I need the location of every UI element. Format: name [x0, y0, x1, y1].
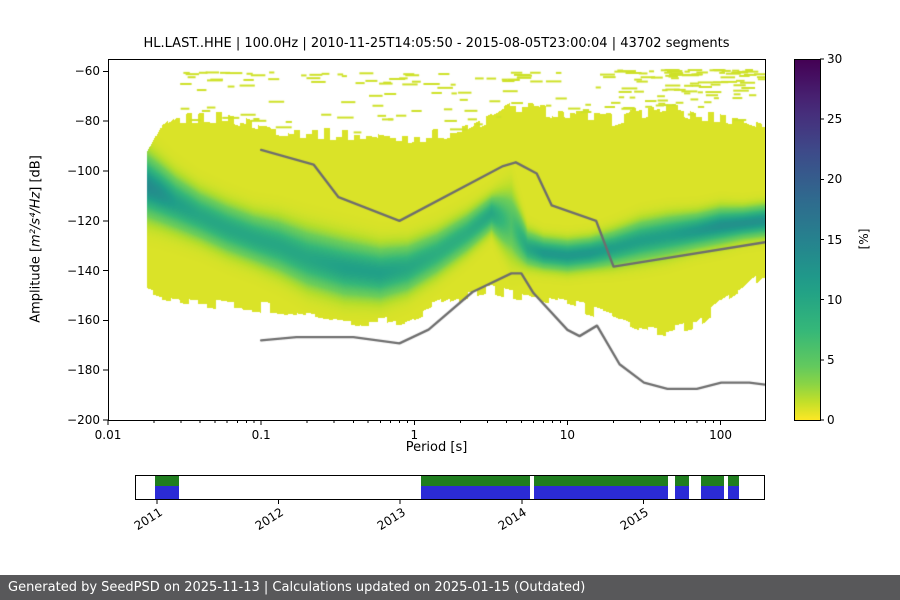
x-tick-label: 1 — [410, 428, 419, 442]
x-axis-label: Period [s] — [405, 440, 468, 455]
timeline-year-label: 2014 — [495, 505, 530, 534]
timeline-segment-blue — [701, 486, 724, 499]
timeline-segment-blue — [533, 486, 669, 499]
y-tick-label: −140 — [67, 263, 100, 278]
y-tick-label: −60 — [74, 64, 100, 79]
colorbar-tick-label: 10 — [827, 292, 843, 307]
colorbar-tick-label: 30 — [827, 52, 843, 66]
colorbar-label: [%] — [857, 228, 871, 250]
colorbar-tick-label: 0 — [827, 413, 835, 427]
chart-title: HL.LAST..HHE | 100.0Hz | 2010-11-25T14:0… — [143, 36, 730, 51]
y-axis-label-pre: Amplitude [ — [28, 246, 44, 323]
timeline-year-label: 2015 — [617, 505, 651, 534]
colorbar-tick-label: 20 — [827, 172, 843, 187]
colorbar-tick-label: 25 — [827, 112, 843, 127]
timeline-year-label: 2012 — [252, 505, 287, 534]
timeline-segment-green — [701, 476, 724, 486]
timeline-year-label: 2013 — [374, 505, 408, 534]
y-tick-label: −80 — [74, 114, 100, 129]
timeline-segment-blue — [420, 486, 530, 499]
colorbar-tick-label: 15 — [827, 232, 843, 247]
timeline-segment-blue — [674, 486, 689, 499]
colorbar-tick-label: 5 — [827, 352, 835, 367]
y-axis-label: Amplitude [m²/s⁴/Hz] [dB] — [29, 155, 44, 323]
y-tick-label: −120 — [67, 213, 100, 228]
y-tick-label: −180 — [67, 363, 100, 378]
x-tick-label: 0.1 — [251, 428, 271, 442]
timeline-segment-green — [533, 476, 669, 486]
timeline-segment-green — [420, 476, 530, 486]
ppsd-density-canvas — [108, 59, 765, 420]
timeline-segment-green — [674, 476, 689, 486]
timeline-bar — [135, 475, 765, 500]
footer-text: Generated by SeedPSD on 2025-11-13 | Cal… — [8, 580, 586, 595]
x-tick-label: 0.01 — [94, 428, 122, 442]
timeline-year-label: 2011 — [131, 505, 165, 534]
x-tick-label: 100 — [709, 428, 733, 442]
y-axis-label-math: m²/s⁴/Hz — [28, 191, 44, 247]
x-tick-label: 10 — [559, 428, 576, 442]
colorbar-gradient — [795, 60, 820, 420]
y-tick-label: −100 — [67, 164, 100, 179]
timeline-segment-green — [154, 476, 179, 486]
y-tick-label: −160 — [67, 313, 100, 328]
timeline-segment-blue — [154, 486, 179, 499]
timeline-segment-blue — [728, 486, 739, 499]
timeline-segment-green — [728, 476, 739, 486]
footer-bar: Generated by SeedPSD on 2025-11-13 | Cal… — [0, 575, 900, 600]
y-axis-label-post: ] [dB] — [28, 155, 44, 192]
y-tick-label: −200 — [67, 413, 100, 427]
